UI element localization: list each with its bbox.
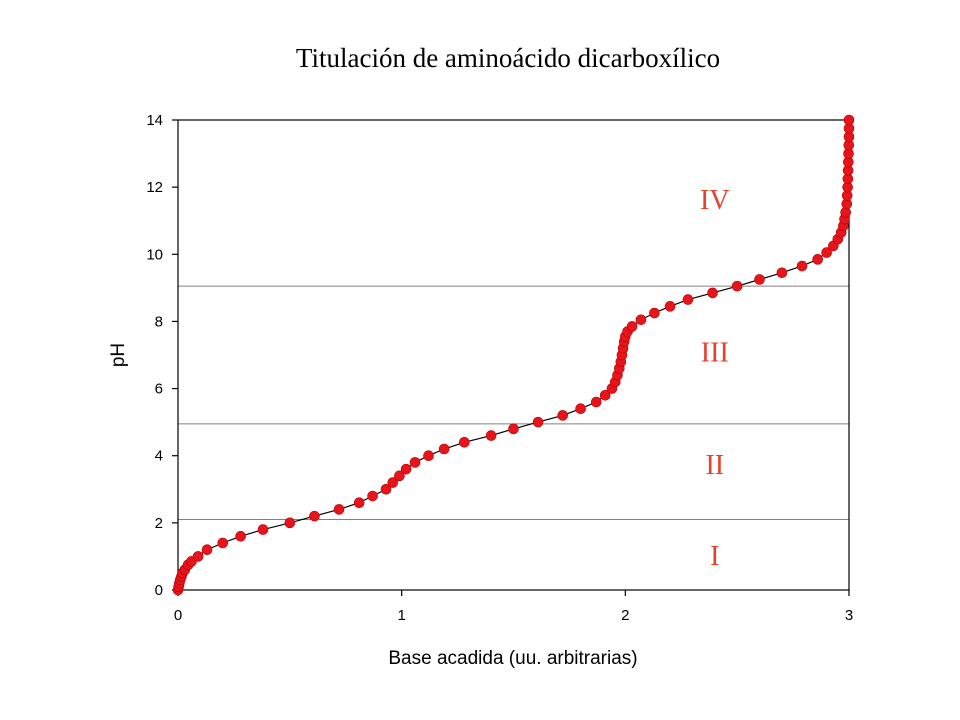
data-point	[599, 389, 611, 401]
data-point	[217, 537, 229, 549]
data-point	[235, 530, 246, 542]
x-axis-label: Base acadida (uu. arbitrarias)	[388, 648, 637, 669]
data-point	[590, 396, 602, 408]
data-point	[575, 403, 586, 415]
data-point	[284, 517, 296, 529]
plot-area-border	[177, 119, 850, 591]
y-tick-label: 0	[155, 582, 163, 599]
data-point	[423, 450, 434, 462]
data-point	[367, 490, 378, 502]
region-label-iv: IV	[700, 185, 730, 216]
x-tick-label: 3	[845, 607, 853, 624]
data-point	[400, 463, 412, 475]
y-tick-label: 8	[155, 313, 163, 330]
data-point	[682, 294, 694, 305]
data-point	[557, 410, 569, 421]
data-point	[333, 504, 345, 515]
data-point	[201, 544, 213, 556]
x-tick-label: 2	[621, 607, 629, 624]
y-tick-label: 12	[146, 179, 163, 196]
y-tick-label: 2	[155, 515, 163, 532]
region-label-iii: III	[701, 338, 729, 369]
y-tick-label: 14	[146, 112, 163, 129]
data-point	[508, 423, 519, 435]
chart-title: Titulación de aminoácido dicarboxílico	[296, 43, 720, 73]
x-tick-label: 1	[397, 607, 405, 624]
data-point	[626, 321, 638, 332]
data-point	[796, 260, 808, 272]
data-point	[821, 247, 832, 258]
data-point	[649, 307, 660, 319]
data-point	[192, 551, 204, 562]
data-point	[438, 443, 450, 455]
data-point	[387, 477, 399, 488]
y-axis-ticks: 0 2 4 6 8 10 12 14	[146, 112, 178, 599]
y-axis-label: pH	[108, 343, 129, 367]
y-tick-label: 4	[155, 448, 163, 465]
region-label-i: I	[710, 541, 719, 572]
data-point	[485, 430, 497, 441]
data-point	[776, 267, 788, 279]
region-label-ii: II	[705, 450, 724, 481]
x-tick-label: 0	[174, 607, 182, 624]
y-tick-label: 6	[155, 381, 163, 398]
data-point	[309, 510, 320, 522]
data-point	[532, 416, 544, 428]
y-tick-label: 10	[146, 246, 163, 263]
data-point	[843, 114, 855, 126]
data-point	[409, 457, 421, 468]
data-point	[754, 274, 765, 285]
data-point	[458, 436, 470, 448]
data-point	[394, 470, 405, 482]
data-point	[664, 301, 676, 312]
data-point	[635, 314, 647, 326]
data-point	[353, 497, 365, 509]
data-point	[257, 524, 269, 535]
data-point	[707, 287, 718, 299]
data-point	[731, 280, 743, 292]
data-point	[380, 483, 392, 495]
data-points	[172, 114, 855, 596]
reference-lines	[178, 285, 849, 520]
data-point	[812, 254, 823, 265]
x-axis-ticks: 0 1 2 3	[174, 590, 853, 624]
